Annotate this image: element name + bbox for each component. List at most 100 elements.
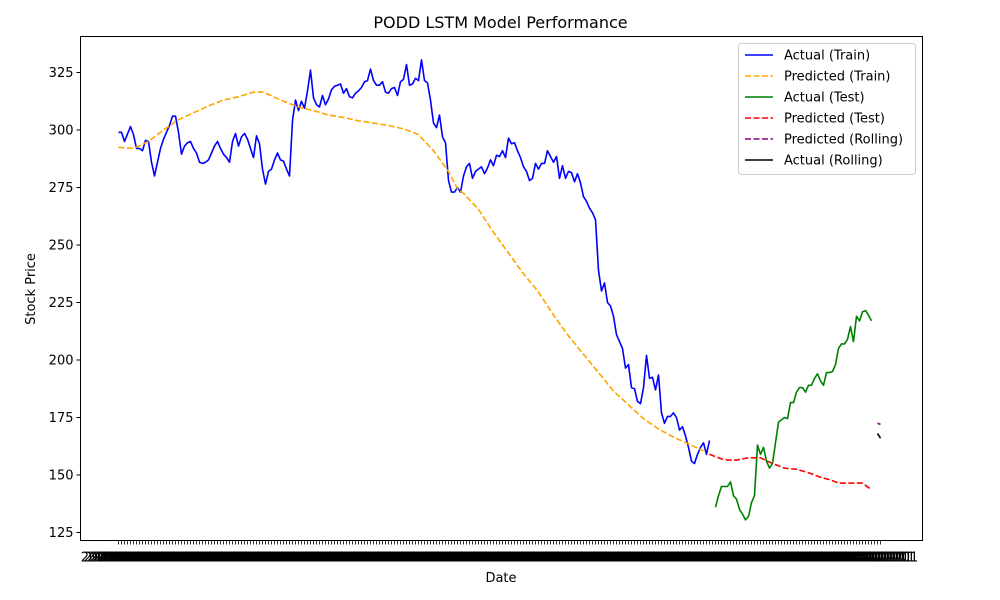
x-tick-label: 2023-01-01 — [297, 551, 373, 566]
x-tick-label: 2023-01-01 — [486, 551, 562, 566]
y-tick-label-175: 175 — [49, 411, 74, 426]
x-tick-label: 2023-01-01 — [774, 551, 850, 566]
x-tick-label: 2023-01-01 — [318, 551, 394, 566]
x-tick-label: 2023-01-01 — [657, 551, 733, 566]
x-tick-label: 2023-01-01 — [522, 551, 598, 566]
x-tick-label: 2023-01-01 — [780, 551, 856, 566]
x-tick-label: 2023-01-01 — [678, 551, 754, 566]
x-tick-label: 2023-01-01 — [720, 551, 796, 566]
legend-label-predicted-test: Predicted (Test) — [784, 112, 885, 127]
x-tick-label: 2023-01-01 — [531, 551, 607, 566]
x-tick-label: 2023-01-01 — [81, 551, 157, 566]
x-tick-label: 2023-01-01 — [519, 551, 595, 566]
x-tick-label: 2023-01-01 — [144, 551, 220, 566]
x-tick-label: 2023-01-01 — [672, 551, 748, 566]
x-tick-label: 2023-01-01 — [810, 551, 886, 566]
x-tick-label: 2023-01-01 — [339, 551, 415, 566]
x-tick-label: 2023-01-01 — [99, 551, 175, 566]
x-tick-label: 2023-01-01 — [123, 551, 199, 566]
x-axis: 2023-01-012023-01-012023-01-012023-01-01… — [81, 540, 918, 566]
x-tick-label: 2023-01-01 — [501, 551, 577, 566]
x-tick-label: 2023-01-01 — [492, 551, 568, 566]
x-tick-label: 2023-01-01 — [225, 551, 301, 566]
x-tick-label: 2023-01-01 — [573, 551, 649, 566]
x-tick-label: 2023-01-01 — [735, 551, 811, 566]
x-tick-label: 2023-01-01 — [300, 551, 376, 566]
x-tick-label: 2023-01-01 — [240, 551, 316, 566]
x-tick-label: 2023-01-01 — [654, 551, 730, 566]
y-tick-label-275: 275 — [49, 181, 74, 196]
x-tick-label: 2023-01-01 — [798, 551, 874, 566]
x-tick-label: 2023-01-01 — [513, 551, 589, 566]
x-tick-label: 2023-01-01 — [411, 551, 487, 566]
x-tick-label: 2023-01-01 — [387, 551, 463, 566]
x-tick-label: 2023-01-01 — [528, 551, 604, 566]
series-line-actual-train — [118, 59, 711, 465]
x-tick-label: 2023-01-01 — [441, 551, 517, 566]
x-tick-label: 2023-01-01 — [201, 551, 277, 566]
x-tick-label: 2023-01-01 — [342, 551, 418, 566]
x-tick-label: 2023-01-01 — [807, 551, 883, 566]
x-tick-label: 2023-01-01 — [129, 551, 205, 566]
x-tick-label: 2023-01-01 — [822, 551, 898, 566]
x-tick-label: 2023-01-01 — [294, 551, 370, 566]
x-tick-label: 2023-01-01 — [435, 551, 511, 566]
x-tick-label: 2023-01-01 — [402, 551, 478, 566]
x-tick-label: 2023-01-01 — [558, 551, 634, 566]
series-line-predicted-train — [118, 91, 704, 452]
plot-frame — [80, 36, 923, 541]
x-tick-label: 2023-01-01 — [351, 551, 427, 566]
x-tick-label: 2023-01-01 — [216, 551, 292, 566]
x-tick-label: 2023-01-01 — [396, 551, 472, 566]
x-tick-label: 2023-01-01 — [381, 551, 457, 566]
x-tick-label: 2023-01-01 — [627, 551, 703, 566]
x-tick-label: 2023-01-01 — [753, 551, 829, 566]
x-tick-label: 2023-01-01 — [408, 551, 484, 566]
x-tick-label: 2023-01-01 — [477, 551, 553, 566]
x-tick-label: 2023-01-01 — [723, 551, 799, 566]
x-tick-label: 2023-01-01 — [594, 551, 670, 566]
y-tick-label-325: 325 — [49, 66, 74, 81]
x-tick-label: 2023-01-01 — [360, 551, 436, 566]
x-tick-label: 2023-01-01 — [162, 551, 238, 566]
x-tick-label: 2023-01-01 — [591, 551, 667, 566]
x-tick-label: 2023-01-01 — [576, 551, 652, 566]
x-tick-label: 2023-01-01 — [612, 551, 688, 566]
x-tick-label: 2023-01-01 — [279, 551, 355, 566]
x-tick-label: 2023-01-01 — [168, 551, 244, 566]
x-tick-label: 2023-01-01 — [456, 551, 532, 566]
x-tick-label: 2023-01-01 — [702, 551, 778, 566]
x-tick-label: 2023-01-01 — [732, 551, 808, 566]
x-tick-label: 2023-01-01 — [684, 551, 760, 566]
x-tick-label: 2023-01-01 — [246, 551, 322, 566]
x-tick-label: 2023-01-01 — [801, 551, 877, 566]
x-tick-label: 2023-01-01 — [681, 551, 757, 566]
x-tick-label: 2023-01-01 — [180, 551, 256, 566]
plot-area — [118, 59, 882, 521]
x-tick-label: 2023-01-01 — [600, 551, 676, 566]
x-tick-label: 2023-01-01 — [357, 551, 433, 566]
x-tick-label: 2023-01-01 — [156, 551, 232, 566]
x-tick-label: 2023-01-01 — [570, 551, 646, 566]
x-tick-label: 2023-01-01 — [126, 551, 202, 566]
x-tick-label: 2023-01-01 — [327, 551, 403, 566]
x-tick-label: 2023-01-01 — [141, 551, 217, 566]
x-tick-label: 2023-01-01 — [222, 551, 298, 566]
legend-box — [738, 43, 916, 175]
x-tick-label: 2023-01-01 — [729, 551, 805, 566]
x-tick-label: 2023-01-01 — [717, 551, 793, 566]
x-tick-label: 2023-01-01 — [744, 551, 820, 566]
y-tick-label-225: 225 — [49, 296, 74, 311]
chart-title: PODD LSTM Model Performance — [373, 13, 627, 32]
x-tick-label: 2023-01-01 — [714, 551, 790, 566]
x-tick-label: 2023-01-01 — [498, 551, 574, 566]
series-line-predicted-rolling — [877, 422, 881, 426]
x-tick-label: 2023-01-01 — [372, 551, 448, 566]
x-tick-label: 2023-01-01 — [249, 551, 325, 566]
x-tick-label: 2023-01-01 — [483, 551, 559, 566]
x-tick-label: 2023-01-01 — [375, 551, 451, 566]
x-tick-label: 2023-01-01 — [624, 551, 700, 566]
x-tick-label: 2023-01-01 — [621, 551, 697, 566]
x-tick-label: 2023-01-01 — [567, 551, 643, 566]
x-tick-label: 2023-01-01 — [516, 551, 592, 566]
